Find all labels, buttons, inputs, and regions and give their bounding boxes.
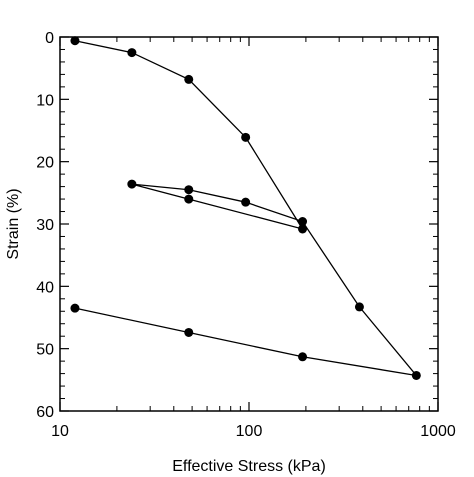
x-axis-label: Effective Stress (kPa)	[172, 458, 326, 475]
y-axis-label: Strain (%)	[5, 188, 22, 259]
tick-labels: 10 100 1000 0 10 20 30 40 50 60	[36, 30, 456, 440]
data-point	[298, 217, 308, 227]
x-tick-label: 10	[51, 423, 69, 440]
data-point	[127, 48, 137, 58]
data-point	[184, 185, 194, 195]
y-tick-label: 20	[36, 155, 54, 172]
data-point	[70, 36, 80, 46]
data-point	[411, 370, 421, 380]
data-point	[184, 327, 194, 337]
y-tick-label: 60	[36, 404, 54, 421]
data-point	[241, 132, 251, 142]
data-point	[241, 197, 251, 207]
data-point	[184, 194, 194, 204]
data-point	[298, 352, 308, 362]
data-point	[298, 224, 308, 234]
data-point	[354, 302, 364, 312]
y-tick-label: 50	[36, 342, 54, 359]
plot-frame	[59, 36, 439, 412]
y-tick-label: 40	[36, 279, 54, 296]
data-point	[70, 303, 80, 313]
y-tick-label: 0	[45, 30, 54, 47]
tick-marks	[59, 36, 439, 412]
x-tick-label: 100	[236, 423, 263, 440]
series	[70, 36, 421, 380]
y-tick-label: 30	[36, 217, 54, 234]
y-tick-label: 10	[36, 92, 54, 109]
data-point	[127, 179, 137, 189]
series-line	[74, 40, 418, 377]
data-point	[184, 74, 194, 84]
x-tick-label: 1000	[420, 423, 456, 440]
